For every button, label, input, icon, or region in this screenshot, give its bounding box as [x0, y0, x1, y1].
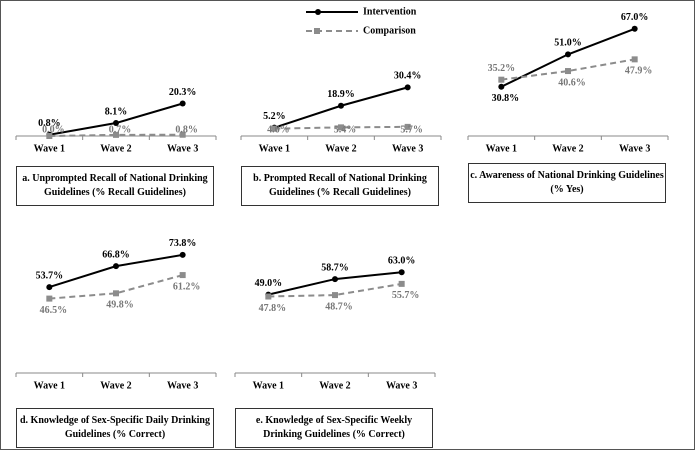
value-label: 66.8% [102, 249, 130, 260]
value-label: 58.7% [321, 262, 349, 273]
legend-label: Intervention [363, 6, 417, 17]
point [113, 263, 119, 270]
value-label: 46.5% [40, 305, 68, 316]
legend-marker [314, 28, 320, 34]
point [498, 76, 505, 83]
point [398, 280, 405, 287]
point [113, 290, 119, 297]
point [631, 25, 638, 32]
point [631, 56, 638, 63]
value-label: 30.4% [394, 71, 422, 82]
point [46, 133, 53, 139]
x-tick-label: Wave 1 [34, 380, 65, 391]
value-label: 0.8% [175, 124, 198, 135]
x-tick-label: Wave 2 [100, 143, 131, 154]
point [332, 292, 338, 299]
value-label: 4.6% [267, 124, 290, 135]
value-label: 47.9% [625, 66, 653, 77]
point [179, 131, 186, 138]
series-line [49, 274, 183, 300]
panel-caption: d. Knowledge of Sex-Specific Daily Drink… [16, 408, 214, 448]
value-label: 18.9% [327, 89, 355, 100]
point [332, 276, 338, 283]
x-tick-label: Wave 1 [486, 143, 517, 154]
series-line [274, 125, 408, 130]
value-label: 35.2% [488, 63, 516, 74]
point [338, 124, 344, 131]
value-label: 0.8% [38, 118, 61, 129]
value-label: 55.7% [392, 290, 420, 301]
x-tick-label: Wave 1 [34, 143, 65, 154]
x-tick-label: Wave 1 [259, 143, 290, 154]
series-line [268, 271, 402, 296]
series-line [268, 282, 402, 298]
value-label: 53.7% [36, 270, 64, 281]
x-tick-label: Wave 2 [552, 143, 583, 154]
legend-label: Comparison [363, 25, 416, 36]
point [113, 131, 119, 138]
value-label: 40.6% [558, 77, 586, 88]
value-label: 5.4% [334, 124, 357, 135]
value-label: 63.0% [388, 255, 416, 266]
value-label: 67.0% [621, 12, 649, 23]
point [498, 83, 505, 90]
point [179, 100, 186, 107]
value-label: 30.8% [492, 93, 520, 104]
x-tick-label: Wave 3 [619, 143, 650, 154]
point [404, 123, 411, 130]
x-tick-label: Wave 2 [319, 380, 350, 391]
value-label: 5.2% [263, 111, 286, 122]
x-tick-label: Wave 3 [167, 143, 198, 154]
x-tick-label: Wave 3 [392, 143, 423, 154]
point [265, 293, 272, 300]
legend-marker [315, 9, 321, 15]
value-label: 48.7% [325, 301, 353, 312]
point [271, 125, 278, 132]
value-label: 73.8% [169, 238, 197, 249]
panel-caption: c. Awareness of National Drinking Guidel… [468, 163, 666, 203]
x-tick-label: Wave 2 [325, 143, 356, 154]
point [113, 120, 119, 127]
series-line [49, 133, 183, 137]
point [46, 284, 53, 291]
point [179, 272, 186, 279]
value-label: 61.2% [173, 281, 201, 292]
value-label: 8.1% [105, 106, 128, 117]
point [179, 251, 186, 258]
x-tick-label: Wave 3 [386, 380, 417, 391]
value-label: 20.3% [169, 87, 197, 98]
value-label: 47.8% [259, 303, 287, 314]
point [46, 295, 53, 302]
point [404, 84, 411, 91]
x-tick-label: Wave 3 [167, 380, 198, 391]
series-line [501, 58, 635, 81]
value-label: 51.0% [554, 38, 582, 49]
point [398, 269, 405, 276]
value-label: 0.0% [42, 124, 65, 135]
value-label: 49.0% [255, 278, 283, 289]
panel-caption: e. Knowledge of Sex-Specific Weekly Drin… [235, 408, 433, 448]
point [565, 68, 571, 75]
x-tick-label: Wave 1 [253, 380, 284, 391]
point [338, 102, 344, 109]
panel-caption: a. Unprompted Recall of National Drinkin… [16, 166, 214, 206]
point [565, 51, 571, 58]
x-tick-label: Wave 2 [100, 380, 131, 391]
value-label: 0.7% [109, 124, 132, 135]
value-label: 5.7% [400, 124, 423, 135]
value-label: 49.8% [106, 300, 134, 311]
panel-caption: b. Prompted Recall of National Drinking … [241, 166, 439, 206]
